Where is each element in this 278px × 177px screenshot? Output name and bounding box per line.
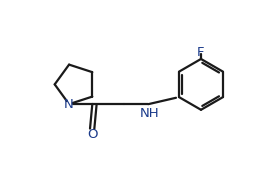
- Text: F: F: [197, 46, 205, 59]
- Text: O: O: [87, 128, 97, 141]
- Text: NH: NH: [139, 107, 159, 120]
- Text: N: N: [64, 98, 74, 111]
